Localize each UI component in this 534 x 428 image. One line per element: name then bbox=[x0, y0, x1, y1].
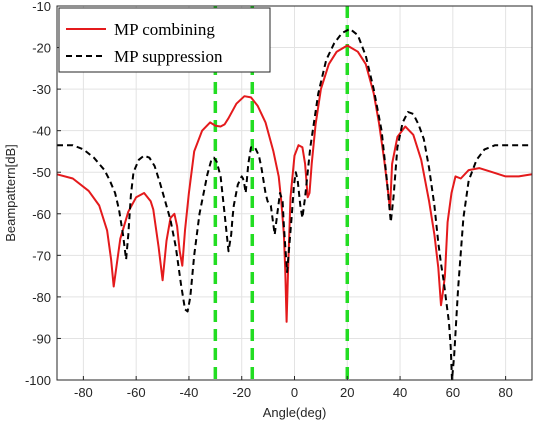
x-axis: -80 -60 -40 -20 0 20 40 60 80 bbox=[74, 376, 513, 400]
series-lines bbox=[56, 27, 533, 381]
legend: MP combining MP suppression bbox=[58, 7, 271, 73]
legend-label-mp-combining: MP combining bbox=[114, 20, 215, 39]
x-tick-label: 0 bbox=[291, 385, 298, 400]
x-tick-label: 80 bbox=[498, 385, 512, 400]
series-line-mp-combining bbox=[56, 44, 533, 323]
y-axis: -10 -20 -30 -40 -50 -60 -70 -80 -90 -100 bbox=[25, 0, 61, 388]
y-tick-label: -70 bbox=[32, 248, 51, 263]
y-tick-label: -20 bbox=[32, 41, 51, 56]
y-tick-label: -30 bbox=[32, 82, 51, 97]
series-line-mp-suppression bbox=[57, 27, 532, 381]
y-tick-label: -90 bbox=[32, 331, 51, 346]
y-tick-label: -50 bbox=[32, 165, 51, 180]
x-tick-label: -40 bbox=[180, 385, 199, 400]
y-axis-label: Beampattern[dB] bbox=[3, 144, 18, 242]
y-tick-label: -40 bbox=[32, 124, 51, 139]
y-tick-label: -60 bbox=[32, 207, 51, 222]
legend-label-mp-suppression: MP suppression bbox=[114, 47, 223, 66]
y-tick-label: -10 bbox=[32, 0, 51, 14]
x-tick-label: -80 bbox=[74, 385, 93, 400]
x-tick-label: -60 bbox=[127, 385, 146, 400]
legend-box bbox=[58, 7, 271, 73]
x-tick-label: 20 bbox=[340, 385, 354, 400]
x-tick-label: 40 bbox=[393, 385, 407, 400]
y-tick-label: -100 bbox=[25, 373, 51, 388]
x-axis-label: Angle(deg) bbox=[263, 405, 327, 420]
y-tick-label: -80 bbox=[32, 290, 51, 305]
x-tick-label: -20 bbox=[232, 385, 251, 400]
x-tick-label: 60 bbox=[446, 385, 460, 400]
